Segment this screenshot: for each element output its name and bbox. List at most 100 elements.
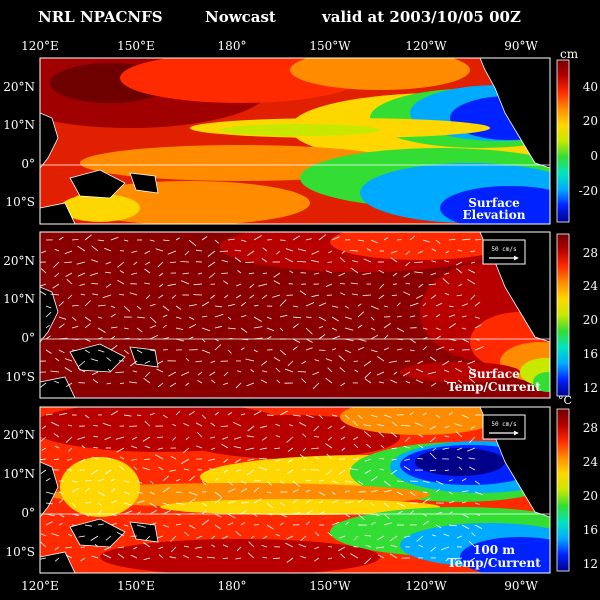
current-vector: [445, 250, 450, 254]
current-vector: [458, 466, 463, 471]
current-vector: [53, 458, 60, 461]
current-vector: [337, 546, 346, 552]
current-vector: [415, 379, 424, 384]
current-vector: [146, 294, 151, 299]
current-vector: [468, 377, 476, 384]
colorbar-tick: 16: [583, 523, 598, 537]
current-vector: [435, 414, 441, 419]
current-vector: [175, 327, 184, 330]
current-vector: [305, 327, 313, 335]
current-vector: [286, 469, 294, 475]
current-vector: [158, 272, 164, 277]
current-vector: [130, 554, 138, 559]
current-vector: [292, 235, 300, 241]
current-vector: [149, 480, 154, 485]
current-vector: [210, 436, 216, 439]
current-vector: [64, 250, 73, 255]
current-vector: [64, 261, 73, 263]
current-vector: [431, 248, 437, 252]
current-vector: [58, 513, 65, 518]
current-vector: [353, 443, 359, 449]
current-vector: [64, 358, 73, 362]
current-vector: [102, 553, 112, 559]
current-vector: [240, 488, 248, 493]
current-vector: [261, 258, 268, 263]
current-vector: [222, 535, 229, 540]
current-vector: [248, 272, 255, 275]
panel-label-line2: Temp/Current: [447, 556, 541, 570]
current-vector: [65, 382, 73, 388]
current-vector: [170, 535, 177, 542]
current-vector: [45, 521, 53, 526]
current-vector: [474, 491, 484, 496]
colorbar-tick: 28: [583, 246, 598, 260]
current-vector: [435, 335, 441, 340]
current-vector: [123, 480, 130, 483]
current-vector: [84, 524, 93, 527]
current-vector: [454, 423, 463, 427]
current-vector: [396, 480, 404, 482]
current-vector: [362, 272, 372, 275]
current-vector: [123, 239, 129, 242]
current-vector: [40, 533, 47, 537]
current-vector: [162, 414, 168, 419]
current-vector: [119, 382, 125, 384]
current-vector: [378, 381, 385, 384]
current-vector: [299, 454, 307, 460]
current-vector: [461, 513, 469, 518]
current-vector: [350, 553, 359, 559]
current-vector: [45, 477, 51, 482]
current-vector: [105, 283, 112, 288]
current-vector: [143, 458, 151, 460]
current-vector: [110, 326, 118, 329]
current-vector: [77, 367, 86, 373]
current-vector: [455, 261, 463, 266]
current-vector: [50, 293, 60, 296]
current-vector: [234, 257, 242, 263]
current-vector: [91, 371, 99, 376]
vector-scale-label: 50 cm/s: [491, 421, 517, 428]
current-vector: [90, 469, 99, 475]
lat-label: 0°: [21, 157, 35, 171]
current-vector: [383, 513, 390, 520]
lat-label: 10°S: [6, 195, 36, 209]
current-vector: [429, 469, 437, 472]
current-vector: [314, 546, 320, 550]
current-vector: [91, 259, 99, 263]
current-vector: [97, 509, 103, 515]
current-vector: [81, 445, 86, 449]
temp-100m-map: 50 cm/s: [40, 407, 550, 573]
current-vector: [318, 234, 327, 241]
current-vector: [444, 425, 450, 429]
current-vector: [383, 489, 392, 493]
current-vector: [240, 480, 247, 484]
current-vector: [183, 447, 190, 454]
current-vector: [390, 257, 398, 263]
current-vector: [396, 502, 406, 507]
current-vector: [305, 521, 310, 526]
lon-label: 180°: [218, 579, 247, 593]
current-vector: [418, 434, 424, 438]
current-vector: [197, 272, 203, 275]
current-vector: [448, 491, 453, 495]
current-vector: [331, 305, 338, 308]
current-vector: [443, 533, 450, 537]
current-vector: [68, 447, 73, 452]
panel-label-line2: Elevation: [463, 208, 526, 222]
current-vector: [341, 250, 346, 254]
current-vector: [234, 458, 242, 464]
current-vector: [52, 283, 60, 289]
current-vector: [71, 487, 80, 493]
panel-label-line1: Surface: [468, 367, 520, 381]
current-vector: [181, 458, 190, 464]
current-vector: [338, 469, 346, 475]
current-vector: [156, 368, 164, 373]
current-vector: [409, 349, 415, 352]
current-vector: [435, 314, 441, 318]
current-vector: [279, 327, 284, 332]
current-vector: [362, 294, 372, 296]
current-vector: [357, 324, 363, 329]
current-vector: [379, 468, 385, 471]
current-vector: [357, 303, 362, 307]
current-vector: [349, 468, 359, 471]
